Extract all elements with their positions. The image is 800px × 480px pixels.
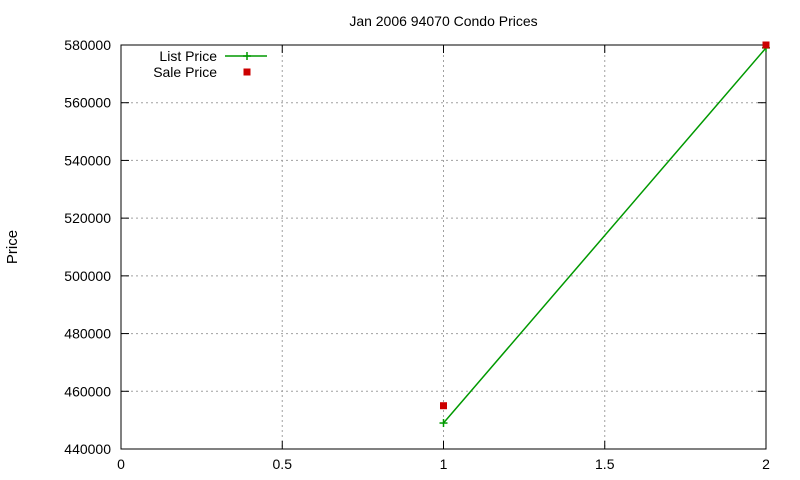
tick-labels: 0 0.5 1 1.5 2 440000 460000 480000 500000 520000 5… — [64, 37, 770, 472]
y-tick-label: 480000 — [64, 326, 111, 342]
y-tick-label: 580000 — [64, 37, 111, 53]
x-tick-label: 0 — [117, 456, 125, 472]
y-axis-label: Price — [4, 230, 21, 264]
legend-label: List Price — [159, 48, 217, 64]
x-tick-label: 1.5 — [595, 456, 615, 472]
chart-title: Jan 2006 94070 Condo Prices — [349, 13, 537, 29]
data-point-list-price — [439, 419, 448, 428]
y-tick-label: 440000 — [64, 441, 111, 457]
y-tick-label: 520000 — [64, 210, 111, 226]
y-tick-label: 500000 — [64, 268, 111, 284]
legend-marker-square — [243, 68, 251, 76]
x-tick-label: 1 — [440, 456, 448, 472]
series-layer — [439, 41, 770, 428]
legend-label: Sale Price — [153, 64, 217, 80]
y-tick-label: 460000 — [64, 383, 111, 399]
grid-lines — [121, 45, 766, 449]
y-tick-label: 540000 — [64, 152, 111, 168]
y-tick-label: 560000 — [64, 95, 111, 111]
legend-marker-plus — [243, 52, 251, 60]
data-point-sale-price — [440, 402, 447, 410]
x-tick-label: 0.5 — [273, 456, 293, 472]
series-line-list-price — [442, 47, 767, 424]
data-point-sale-price — [762, 41, 770, 49]
x-tick-label: 2 — [762, 456, 770, 472]
